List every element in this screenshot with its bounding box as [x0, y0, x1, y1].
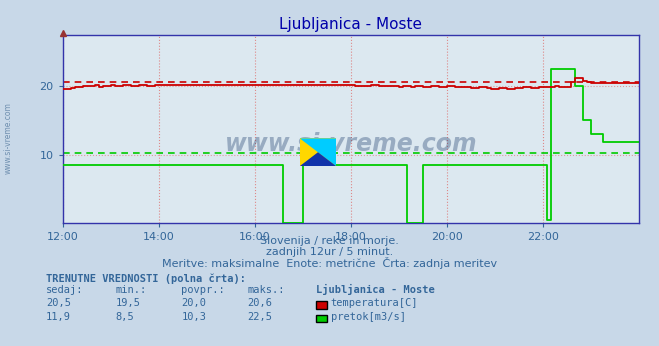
Text: 11,9: 11,9 — [46, 312, 71, 322]
Text: Ljubljanica - Moste: Ljubljanica - Moste — [316, 284, 435, 295]
Polygon shape — [300, 152, 336, 166]
Text: 8,5: 8,5 — [115, 312, 134, 322]
Text: povpr.:: povpr.: — [181, 285, 225, 295]
Text: min.:: min.: — [115, 285, 146, 295]
Text: 10,3: 10,3 — [181, 312, 206, 322]
Text: sedaj:: sedaj: — [46, 285, 84, 295]
Text: pretok[m3/s]: pretok[m3/s] — [331, 312, 406, 322]
Text: 22,5: 22,5 — [247, 312, 272, 322]
Text: temperatura[C]: temperatura[C] — [331, 298, 418, 308]
Text: TRENUTNE VREDNOSTI (polna črta):: TRENUTNE VREDNOSTI (polna črta): — [46, 273, 246, 284]
Text: 19,5: 19,5 — [115, 298, 140, 308]
Text: maks.:: maks.: — [247, 285, 285, 295]
Polygon shape — [300, 138, 336, 166]
Text: 20,6: 20,6 — [247, 298, 272, 308]
Text: Meritve: maksimalne  Enote: metrične  Črta: zadnja meritev: Meritve: maksimalne Enote: metrične Črta… — [162, 257, 497, 269]
Text: zadnjih 12ur / 5 minut.: zadnjih 12ur / 5 minut. — [266, 247, 393, 257]
Text: 20,5: 20,5 — [46, 298, 71, 308]
Text: 20,0: 20,0 — [181, 298, 206, 308]
Text: Slovenija / reke in morje.: Slovenija / reke in morje. — [260, 236, 399, 246]
Title: Ljubljanica - Moste: Ljubljanica - Moste — [279, 17, 422, 32]
Text: www.si-vreme.com: www.si-vreme.com — [225, 132, 477, 156]
Text: www.si-vreme.com: www.si-vreme.com — [3, 102, 13, 174]
